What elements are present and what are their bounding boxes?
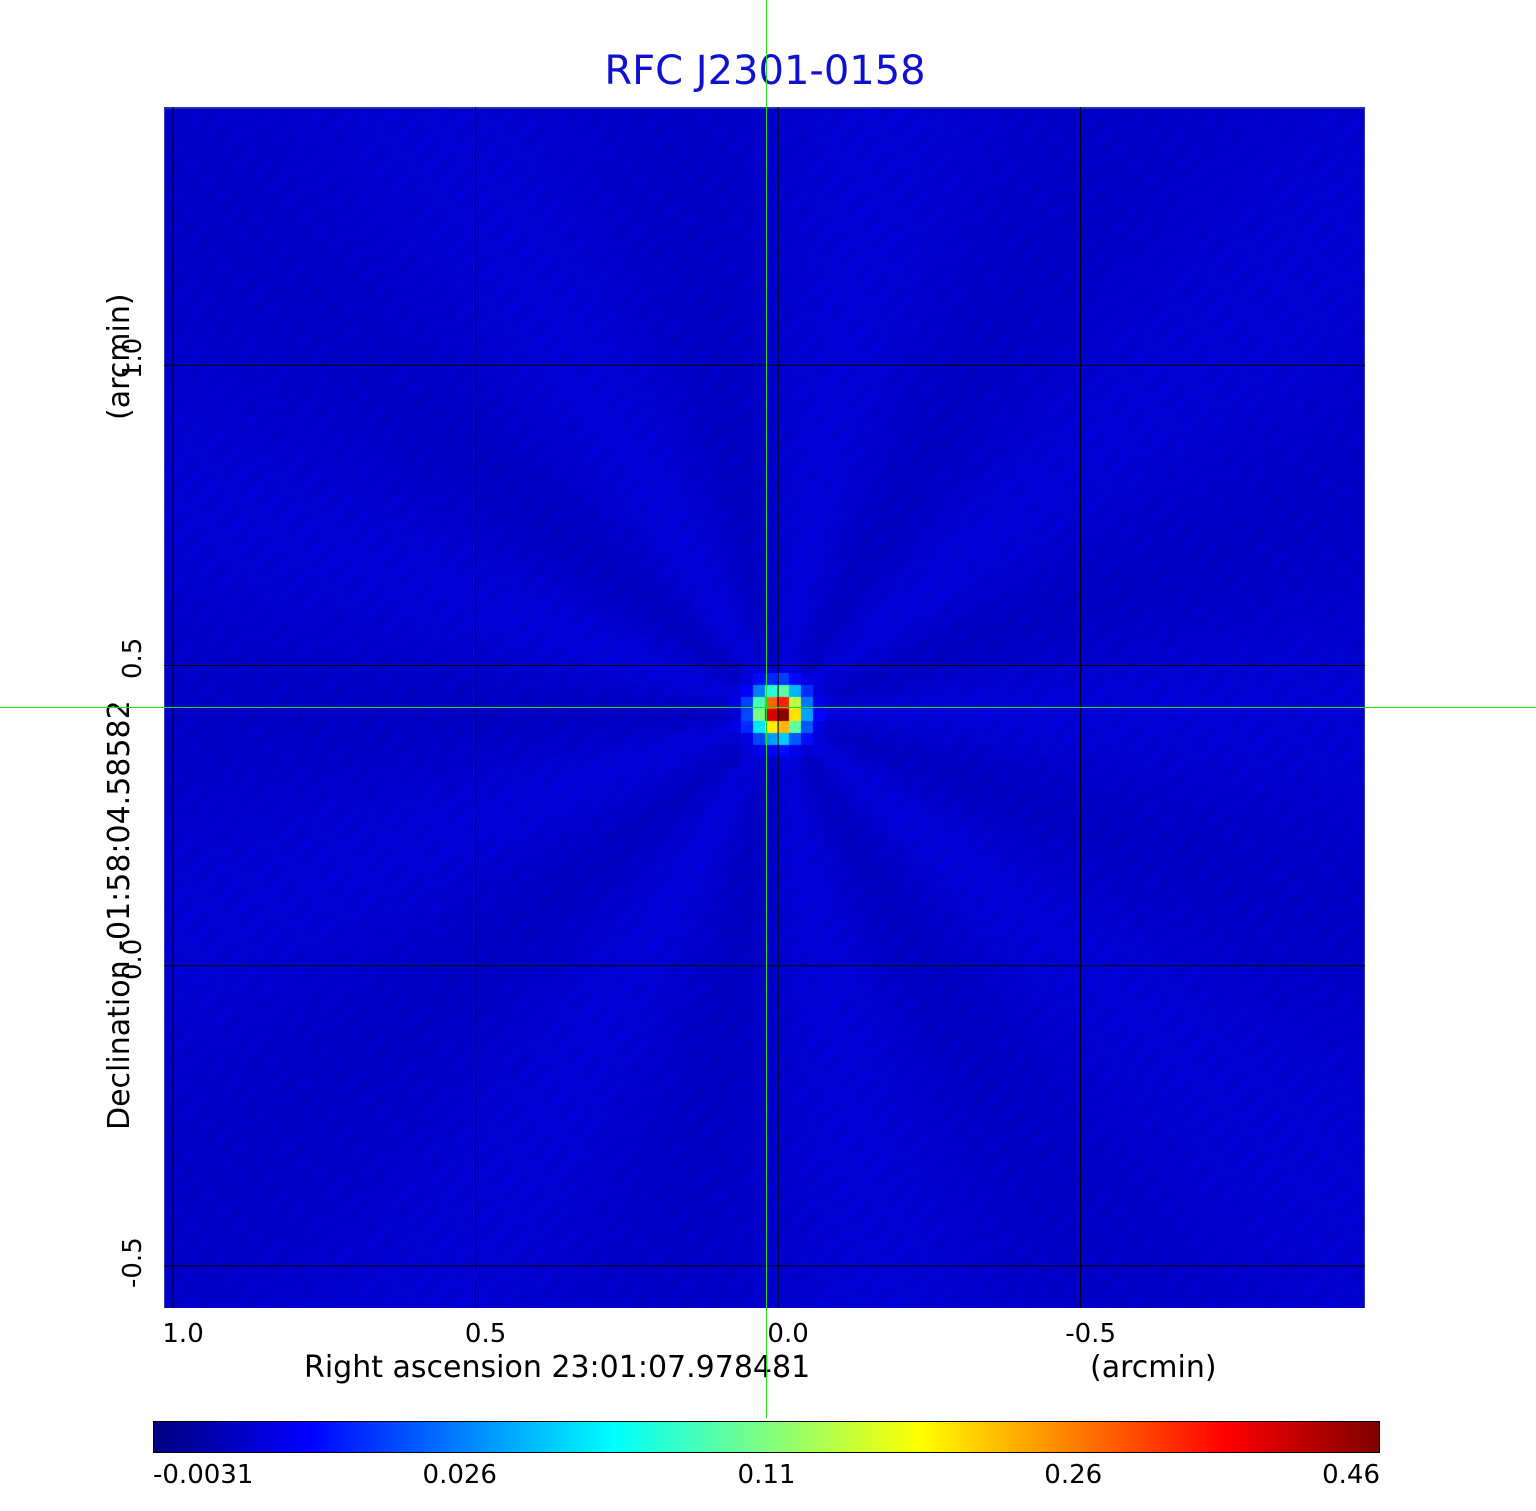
colorbar <box>153 1421 1380 1453</box>
x-tick-label: 1.0 <box>162 1319 204 1349</box>
x-axis-unit: (arcmin) <box>1090 1350 1217 1385</box>
chart-title: RFC J2301-0158 <box>604 48 926 94</box>
colorbar-tick-label: 0.11 <box>737 1460 796 1490</box>
colorbar-tick-label: 0.26 <box>1044 1460 1103 1490</box>
x-tick-label: 0.0 <box>767 1319 809 1349</box>
x-axis-label: Right ascension 23:01:07.978481 <box>304 1350 811 1385</box>
y-axis-unit-wrap: (arcmin) <box>102 293 137 420</box>
y-tick-label: -0.5 <box>118 1237 148 1288</box>
crosshair-vertical <box>766 0 767 1418</box>
y-tick-label: 0.5 <box>118 638 148 680</box>
colorbar-tick-label: -0.0031 <box>153 1460 254 1490</box>
crosshair-horizontal <box>0 707 1536 708</box>
y-axis-label: Declination -01:58:04.58582 <box>102 700 137 1130</box>
x-tick-label: 0.5 <box>464 1319 507 1349</box>
y-axis-label-wrap: Declination -01:58:04.58582 <box>102 700 137 1130</box>
radio-image-plot <box>164 107 1365 1308</box>
intensity-map <box>165 109 1364 1308</box>
colorbar-tick-label: 0.026 <box>422 1460 497 1490</box>
y-axis-unit: (arcmin) <box>102 293 137 420</box>
x-tick-label: -0.5 <box>1065 1319 1116 1349</box>
colorbar-tick-label: 0.46 <box>1322 1460 1380 1490</box>
